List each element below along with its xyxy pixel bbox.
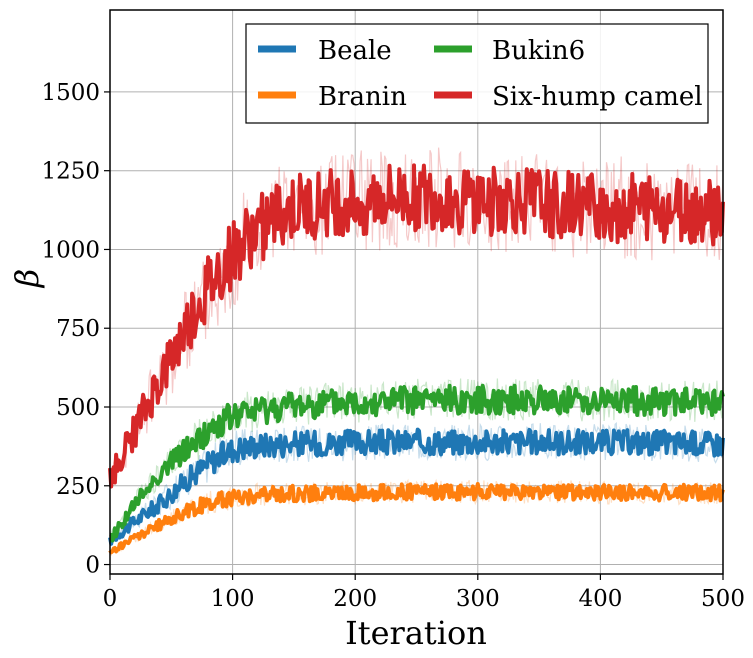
x-tick-label: 200 [333, 586, 377, 612]
x-tick-label: 300 [456, 586, 500, 612]
x-tick-label: 400 [578, 586, 622, 612]
legend: Beale Branin Bukin6 Six-hump camel [245, 23, 709, 124]
series-line-branin [108, 482, 725, 555]
series-line-beale [108, 427, 725, 546]
series-layer [108, 147, 725, 557]
plot-frame [109, 9, 724, 575]
series-line-bukin6 [109, 383, 725, 543]
x-tick-label: 100 [211, 586, 255, 612]
axis-ticks: 0 100 200 300 400 500 0 250 500 750 1000 1250 1500 [41, 80, 745, 612]
y-tick-label: 250 [56, 474, 100, 500]
legend-label-bukin6: Bukin6 [492, 36, 585, 66]
y-tick-label: 0 [85, 553, 100, 579]
y-tick-label: 750 [56, 316, 100, 342]
y-tick-label: 500 [56, 395, 100, 421]
y-tick-label: 1500 [41, 80, 100, 106]
legend-box [245, 23, 709, 124]
legend-label-six-hump-camel: Six-hump camel [492, 82, 703, 112]
y-tick-label: 1000 [41, 237, 100, 263]
y-tick-label: 1250 [41, 159, 100, 185]
x-axis-title: Iteration [345, 614, 487, 652]
y-axis-title: β [8, 269, 46, 289]
series-band-six-hump-camel [109, 147, 724, 491]
series-line-six-hump-camel [108, 163, 725, 489]
x-tick-label: 0 [103, 586, 118, 612]
legend-label-beale: Beale [318, 36, 392, 66]
x-tick-label: 500 [701, 586, 745, 612]
legend-label-branin: Branin [318, 82, 407, 112]
